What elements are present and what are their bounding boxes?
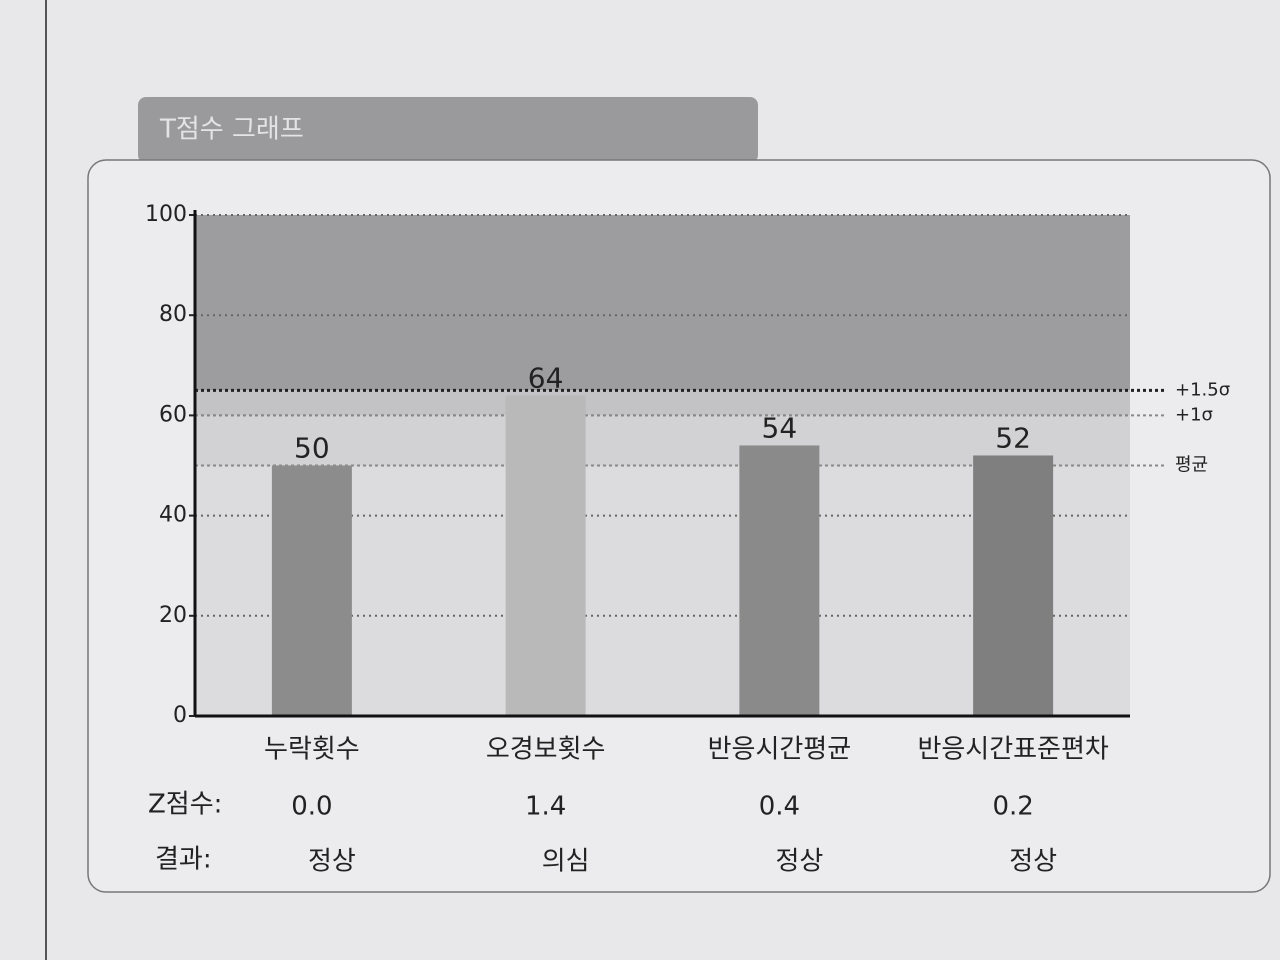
result-label: 결과: xyxy=(155,845,212,875)
bar xyxy=(271,465,352,716)
band xyxy=(195,215,1130,391)
result: 정상 xyxy=(308,847,356,877)
value-label: 64 xyxy=(528,361,564,394)
result: 정상 xyxy=(1009,847,1057,877)
z-score: 0.0 xyxy=(291,792,332,822)
y-tick-label: 20 xyxy=(159,603,187,628)
y-tick-label: 0 xyxy=(173,703,187,728)
result: 의심 xyxy=(542,847,590,877)
bar xyxy=(973,455,1054,716)
x-tick-label: 누락횟수 xyxy=(264,735,360,765)
reference-label: 평균 xyxy=(1175,455,1208,476)
z-score: 0.2 xyxy=(992,792,1033,822)
z-label: Z점수: xyxy=(148,790,222,820)
y-tick-label: 40 xyxy=(159,503,187,528)
x-tick-label: 반응시간표준편차 xyxy=(917,735,1108,765)
value-label: 54 xyxy=(762,411,798,444)
plot: 0 20 40 60 80 100 +1.5σ +1σ 평균 50 누락횟수 0.0 정상 64 오경보횟수… xyxy=(145,202,1230,877)
x-tick-label: 반응시간평균 xyxy=(708,735,852,765)
x-tick-label: 오경보횟수 xyxy=(486,735,606,765)
reference-label: +1σ xyxy=(1175,404,1213,425)
value-label: 52 xyxy=(995,421,1031,454)
y-tick-label: 60 xyxy=(159,402,187,427)
bar xyxy=(739,445,820,716)
reference-label: +1.5σ xyxy=(1175,379,1230,400)
bar xyxy=(505,395,586,716)
y-tick-label: 80 xyxy=(159,302,187,327)
band xyxy=(195,390,1130,416)
z-score: 0.4 xyxy=(759,792,800,822)
result: 정상 xyxy=(775,847,823,877)
y-tick-label: 100 xyxy=(145,202,187,227)
chart-title: T점수 그래프 xyxy=(159,115,304,145)
title-tab xyxy=(138,97,758,163)
value-label: 50 xyxy=(294,432,330,465)
z-score: 1.4 xyxy=(525,792,566,822)
